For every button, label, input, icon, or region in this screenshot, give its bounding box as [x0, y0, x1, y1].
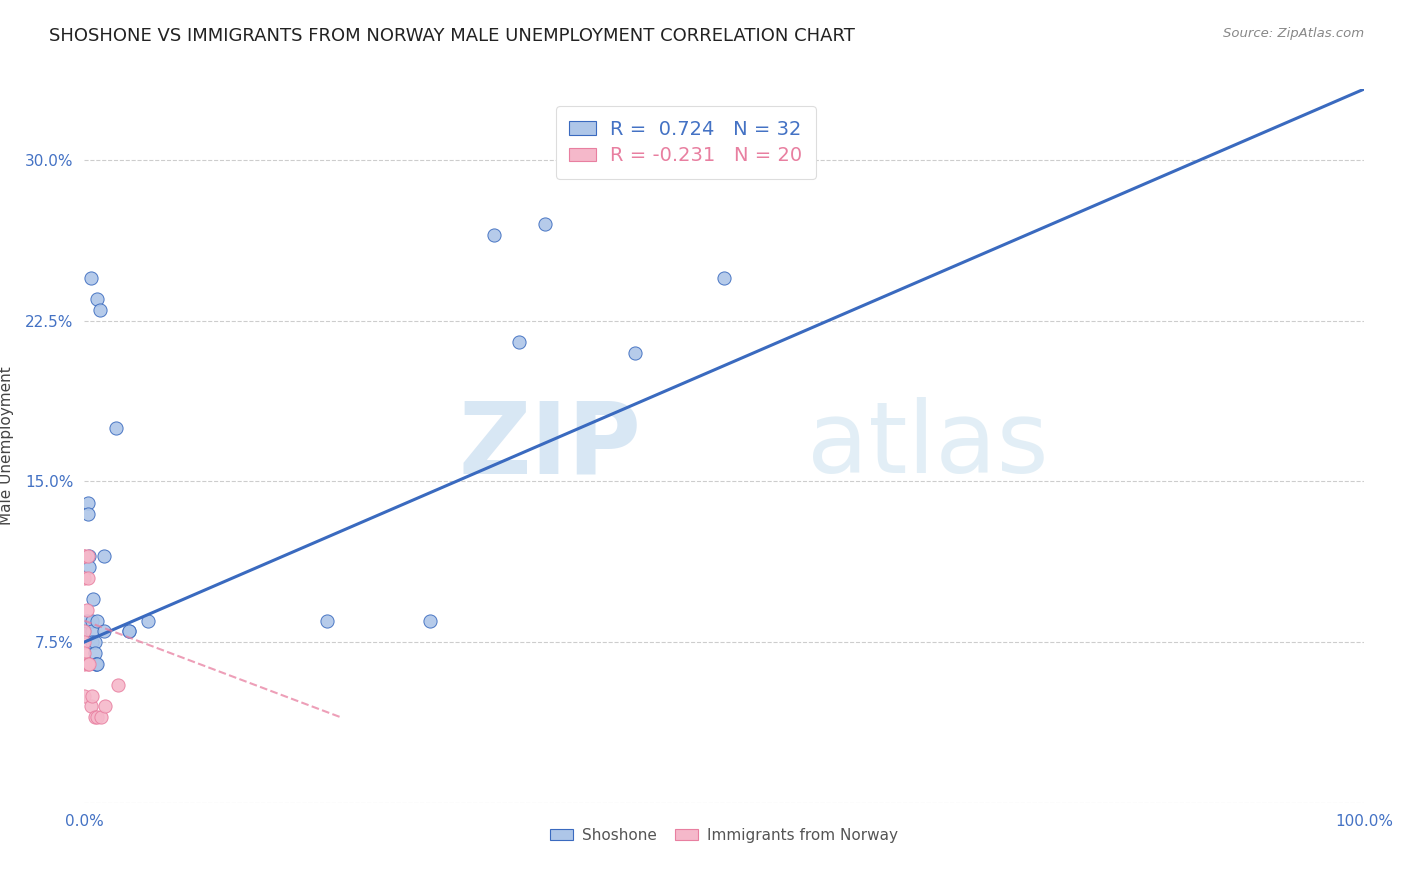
Point	[713, 270, 735, 285]
Point	[79, 549, 101, 564]
Point	[79, 657, 101, 671]
Point	[82, 592, 104, 607]
Point	[73, 624, 96, 639]
Text: SHOSHONE VS IMMIGRANTS FROM NORWAY MALE UNEMPLOYMENT CORRELATION CHART: SHOSHONE VS IMMIGRANTS FROM NORWAY MALE …	[49, 27, 855, 45]
Point	[90, 710, 112, 724]
Point	[73, 549, 96, 564]
Point	[80, 270, 103, 285]
Legend: Shoshone, Immigrants from Norway: Shoshone, Immigrants from Norway	[544, 822, 904, 848]
Point	[79, 560, 101, 574]
Point	[76, 614, 98, 628]
Point	[84, 657, 107, 671]
Point	[73, 646, 96, 660]
Point	[316, 614, 339, 628]
Point	[94, 699, 117, 714]
Point	[76, 603, 98, 617]
Point	[107, 678, 129, 692]
Point	[105, 421, 128, 435]
Point	[73, 635, 96, 649]
Point	[83, 635, 105, 649]
Point	[508, 334, 530, 349]
Point	[118, 624, 141, 639]
Point	[73, 689, 96, 703]
Text: Source: ZipAtlas.com: Source: ZipAtlas.com	[1223, 27, 1364, 40]
Point	[83, 710, 105, 724]
Point	[77, 571, 100, 585]
Point	[623, 345, 645, 359]
Y-axis label: Male Unemployment: Male Unemployment	[0, 367, 14, 525]
Point	[84, 657, 107, 671]
Point	[482, 227, 505, 242]
Point	[73, 657, 96, 671]
Point	[86, 710, 108, 724]
Text: atlas: atlas	[807, 398, 1049, 494]
Text: ZIP: ZIP	[458, 398, 641, 494]
Point	[77, 549, 100, 564]
Point	[73, 571, 96, 585]
Point	[73, 624, 96, 639]
Point	[77, 657, 100, 671]
Point	[534, 217, 557, 231]
Point	[73, 549, 96, 564]
Point	[419, 614, 441, 628]
Point	[80, 624, 103, 639]
Point	[86, 614, 108, 628]
Point	[118, 624, 141, 639]
Point	[93, 624, 115, 639]
Point	[86, 657, 108, 671]
Point	[80, 689, 103, 703]
Point	[83, 646, 105, 660]
Point	[80, 635, 103, 649]
Point	[138, 614, 160, 628]
Point	[80, 614, 103, 628]
Point	[77, 496, 100, 510]
Point	[77, 507, 100, 521]
Point	[80, 699, 103, 714]
Point	[93, 549, 115, 564]
Point	[86, 292, 108, 306]
Point	[89, 302, 111, 317]
